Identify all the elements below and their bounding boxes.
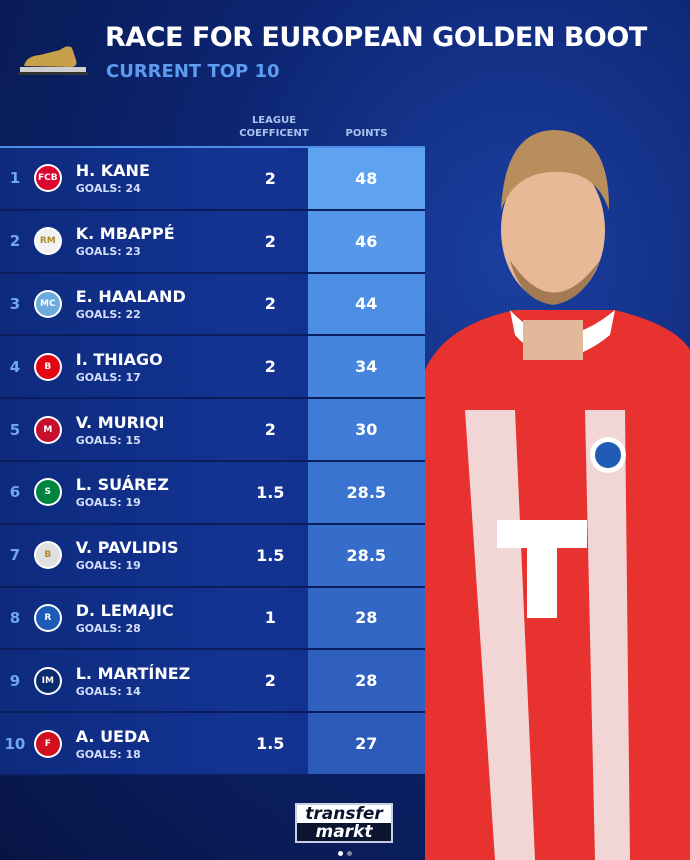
rank: 7	[9, 546, 21, 565]
crest-text: S	[44, 487, 52, 498]
player-goals: GOALS: 18	[75, 747, 141, 761]
rank: 2	[9, 232, 21, 251]
table-row: 10 F A. UEDA GOALS: 18 1.5 27	[0, 713, 425, 776]
rank: 3	[9, 294, 21, 313]
player-name: D. LEMAJIC	[75, 600, 174, 620]
player-name: L. SUÁREZ	[75, 475, 169, 495]
club-crest-icon: IM	[33, 666, 62, 695]
league-coefficient: 1	[264, 608, 276, 628]
rank: 8	[9, 608, 21, 627]
points: 46	[307, 210, 425, 272]
club-crest-icon: RM	[33, 227, 62, 256]
club-crest-icon: MC	[33, 289, 62, 318]
table-row: 8 R D. LEMAJIC GOALS: 28 1 28	[0, 587, 425, 651]
player-name: E. HAALAND	[75, 286, 186, 306]
club-crest-icon: M	[33, 415, 62, 444]
league-coefficient: 1.5	[256, 734, 285, 754]
rank: 1	[9, 169, 21, 188]
league-coefficient: 2	[264, 420, 276, 440]
league-coefficient: 2	[264, 357, 276, 377]
player-photo	[425, 130, 690, 860]
points: 27	[307, 713, 425, 774]
points: 28.5	[307, 461, 425, 523]
player-goals: GOALS: 28	[75, 621, 141, 635]
player-goals: GOALS: 14	[75, 684, 141, 698]
player-name: A. UEDA	[75, 726, 150, 746]
table-row: 1 FCB H. KANE GOALS: 24 2 48	[0, 148, 425, 211]
player-name: K. MBAPPÉ	[75, 224, 175, 244]
transfermarkt-logo: transfer markt	[295, 803, 393, 843]
rank: 5	[9, 420, 21, 439]
player-goals: GOALS: 19	[75, 559, 141, 573]
crest-text: M	[43, 424, 53, 435]
player-goals: GOALS: 15	[75, 433, 141, 447]
page-subtitle: CURRENT TOP 10	[106, 61, 280, 82]
player-goals: GOALS: 19	[75, 496, 141, 510]
table-row: 4 B I. THIAGO GOALS: 17 2 34	[0, 336, 425, 400]
player-name: H. KANE	[75, 161, 150, 181]
column-header-coefficient: LEAGUE COEFFICENT	[239, 115, 309, 139]
rank: 9	[9, 671, 21, 690]
player-goals: GOALS: 24	[75, 182, 141, 196]
club-crest-icon: B	[33, 541, 62, 570]
rank: 6	[9, 483, 21, 502]
crest-text: FCB	[37, 173, 58, 184]
points: 34	[307, 336, 425, 398]
points: 28	[307, 650, 425, 712]
carousel-dot-active[interactable]	[338, 851, 343, 856]
table-row: 9 IM L. MARTÍNEZ GOALS: 14 2 28	[0, 650, 425, 714]
club-crest-icon: F	[33, 729, 62, 758]
player-goals: GOALS: 23	[75, 245, 141, 259]
table-row: 3 MC E. HAALAND GOALS: 22 2 44	[0, 273, 425, 337]
golden-boot-icon	[18, 46, 88, 75]
league-coefficient: 2	[264, 671, 276, 691]
league-coefficient: 1.5	[256, 482, 285, 502]
player-goals: GOALS: 22	[75, 307, 141, 321]
rank: 4	[9, 357, 21, 376]
club-crest-icon: FCB	[33, 164, 62, 193]
table-row: 6 S L. SUÁREZ GOALS: 19 1.5 28.5	[0, 461, 425, 525]
table-row: 2 RM K. MBAPPÉ GOALS: 23 2 46	[0, 210, 425, 274]
crest-text: R	[44, 612, 52, 623]
club-crest-icon: R	[33, 603, 62, 632]
crest-text: F	[44, 738, 51, 749]
player-name: V. PAVLIDIS	[75, 538, 179, 558]
crest-text: IM	[41, 675, 54, 686]
logo-line1: transfer	[297, 805, 391, 823]
rank: 10	[4, 734, 26, 753]
table-row: 5 M V. MURIQI GOALS: 15 2 30	[0, 399, 425, 462]
points: 28.5	[307, 524, 425, 586]
ranking-table: 1 FCB H. KANE GOALS: 24 2 48 2 RM K. MBAP…	[0, 146, 425, 776]
player-goals: GOALS: 17	[75, 370, 141, 384]
crest-text: B	[44, 550, 52, 561]
carousel-dot[interactable]	[347, 851, 352, 856]
league-coefficient: 2	[264, 231, 276, 251]
league-coefficient: 2	[264, 294, 276, 314]
player-name: L. MARTÍNEZ	[75, 663, 191, 683]
crest-text: RM	[39, 236, 56, 247]
table-row: 7 B V. PAVLIDIS GOALS: 19 1.5 28.5	[0, 524, 425, 588]
club-crest-icon: S	[33, 478, 62, 507]
points: 44	[307, 273, 425, 335]
page-title: RACE FOR EUROPEAN GOLDEN BOOT	[105, 22, 647, 53]
logo-line2: markt	[315, 822, 373, 842]
club-crest-icon: B	[33, 352, 62, 381]
crest-text: MC	[40, 298, 56, 309]
crest-text: B	[44, 361, 52, 372]
points: 30	[307, 399, 425, 460]
player-name: I. THIAGO	[75, 349, 163, 369]
points: 28	[307, 587, 425, 649]
points: 48	[307, 148, 425, 209]
league-coefficient: 2	[264, 168, 276, 188]
carousel-dots[interactable]	[338, 851, 352, 856]
league-coefficient: 1.5	[256, 545, 285, 565]
player-name: V. MURIQI	[75, 412, 165, 432]
column-header-points: POINTS	[345, 128, 388, 139]
